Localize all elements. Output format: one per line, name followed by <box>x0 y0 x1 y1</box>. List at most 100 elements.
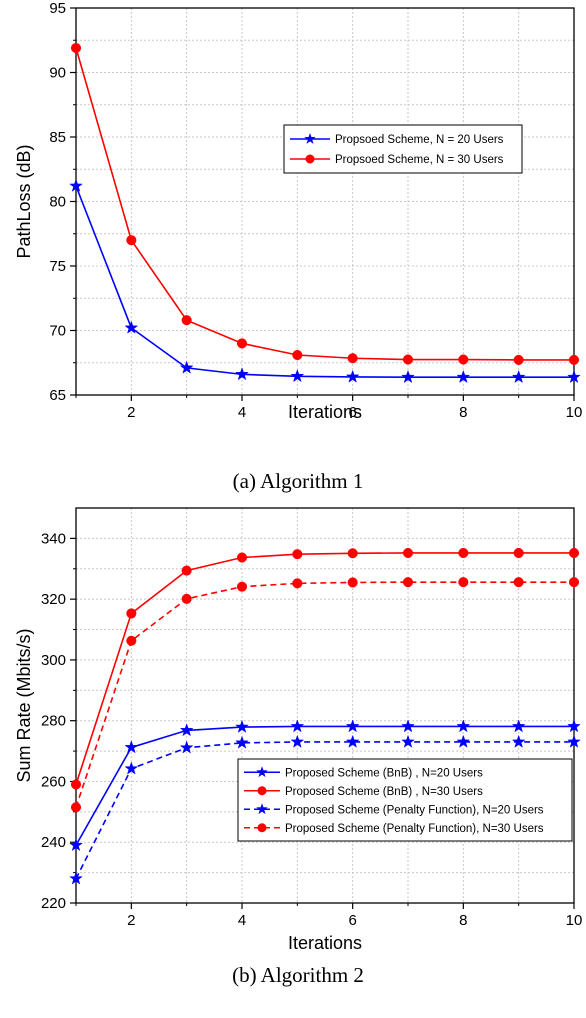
y-tick-label: 80 <box>49 194 66 211</box>
series-3-point <box>567 734 581 748</box>
x-tick-label: 2 <box>127 912 135 929</box>
series-3-point <box>456 734 471 748</box>
series-1-point <box>456 719 471 733</box>
series-1-point <box>345 719 360 733</box>
x-tick-label: 4 <box>238 912 246 929</box>
series-1-point <box>124 320 139 334</box>
series-2-point <box>181 315 192 326</box>
y-tick-label: 320 <box>41 591 66 608</box>
y-tick-label: 280 <box>41 713 66 730</box>
series-line-3 <box>75 741 574 880</box>
y-tick-label: 70 <box>49 323 66 340</box>
series-2-point <box>568 354 580 365</box>
series-1-point <box>345 369 360 383</box>
legend-marker-4 <box>257 823 267 833</box>
y-tick-label: 85 <box>49 129 66 146</box>
series-1-point <box>235 719 249 733</box>
series-1-point <box>69 178 83 192</box>
series-1-point <box>567 719 581 733</box>
series-3-point <box>401 734 415 748</box>
series-2-point <box>568 547 580 559</box>
y-axis-label: Sum Rate (Mbits/s) <box>14 628 34 782</box>
series-2-point <box>458 547 469 559</box>
chart-algorithm-2: 2 4 6 8 10 220 240 260 280 300 320 340 Iterations Sum… <box>14 507 583 953</box>
series-2-point <box>292 549 303 560</box>
series-1-point <box>567 369 581 384</box>
series-1-point <box>511 369 526 384</box>
series-3-point <box>235 735 249 749</box>
y-tick-label: 95 <box>49 0 66 17</box>
series-1-point <box>511 719 526 733</box>
legend-marker-1 <box>304 133 316 144</box>
legend-label-1: Propsoed Scheme, N = 20 Users <box>335 134 504 146</box>
legend-label-1: Proposed Scheme (BnB) , N=20 Users <box>285 767 483 779</box>
series-2-point <box>181 565 192 576</box>
series-1-point <box>179 360 194 374</box>
series-line-4 <box>75 581 574 808</box>
chart-caption-a: (a) Algorithm 1 <box>233 469 364 493</box>
series-2-point <box>458 354 469 365</box>
series-4-point <box>402 577 414 588</box>
x-tick-label: 8 <box>459 912 467 929</box>
series-line-2 <box>75 552 574 785</box>
series-3-point <box>345 734 360 748</box>
series-3-point <box>511 734 526 748</box>
series-line-1 <box>75 725 574 846</box>
series-2-point <box>402 547 414 559</box>
y-tick-label: 260 <box>41 773 66 790</box>
series-2-point <box>513 547 524 559</box>
series-1-point <box>290 369 305 383</box>
y-tick-label: 220 <box>41 895 66 912</box>
series-3-point <box>179 740 194 754</box>
series-line-1 <box>75 185 574 379</box>
series-2-point <box>402 354 414 365</box>
series-4-point <box>126 635 137 646</box>
series-line-2 <box>75 47 574 361</box>
legend-label-2: Proposed Scheme (BnB) , N=30 Users <box>285 786 483 798</box>
series-2-point <box>126 608 137 619</box>
x-tick-label: 10 <box>566 912 583 929</box>
series-4-point <box>181 593 192 604</box>
series-1-point <box>124 740 139 754</box>
x-axis-label: Iterations <box>288 402 362 422</box>
y-tick-label: 65 <box>49 387 66 404</box>
y-tick-label: 300 <box>41 652 66 669</box>
series-1-point <box>179 723 194 737</box>
series-1-point <box>69 838 83 852</box>
legend-box <box>283 124 523 174</box>
series-2-point <box>347 353 358 364</box>
x-tick-label: 10 <box>566 404 583 421</box>
series-4-point <box>292 578 303 589</box>
series-2-point <box>236 338 248 349</box>
chart-caption-b: (b) Algorithm 2 <box>232 963 364 987</box>
series-2-point <box>236 552 248 563</box>
x-tick-label: 8 <box>459 404 467 421</box>
series-1-point <box>235 367 249 381</box>
series-1-point <box>456 369 471 384</box>
y-axis-label: PathLoss (dB) <box>14 144 34 258</box>
series-4-point <box>236 581 248 592</box>
legend-marker-2 <box>257 786 267 796</box>
series-4-point <box>70 802 82 813</box>
series-2-point <box>70 42 82 54</box>
series-2-point <box>292 349 303 361</box>
series-1-point <box>401 719 415 733</box>
plot-area <box>76 508 574 903</box>
series-1-point <box>401 369 415 384</box>
series-3-point <box>290 734 305 748</box>
plot-frame <box>75 507 575 904</box>
legend-label-2: Propsoed Scheme, N = 30 Users <box>335 154 504 166</box>
x-tick-label: 4 <box>238 404 246 421</box>
x-tick-label: 2 <box>127 404 135 421</box>
y-tick-label: 340 <box>41 530 66 547</box>
series-4-point <box>513 577 524 588</box>
x-tick-label: 6 <box>348 912 356 929</box>
series-2-point <box>347 548 358 559</box>
series-1-point <box>290 719 305 733</box>
x-axis-label: Iterations <box>288 933 362 953</box>
series-4-point <box>347 577 358 588</box>
series-4-point <box>568 577 580 588</box>
legend-marker-1 <box>256 766 268 778</box>
y-tick-label: 240 <box>41 834 66 851</box>
